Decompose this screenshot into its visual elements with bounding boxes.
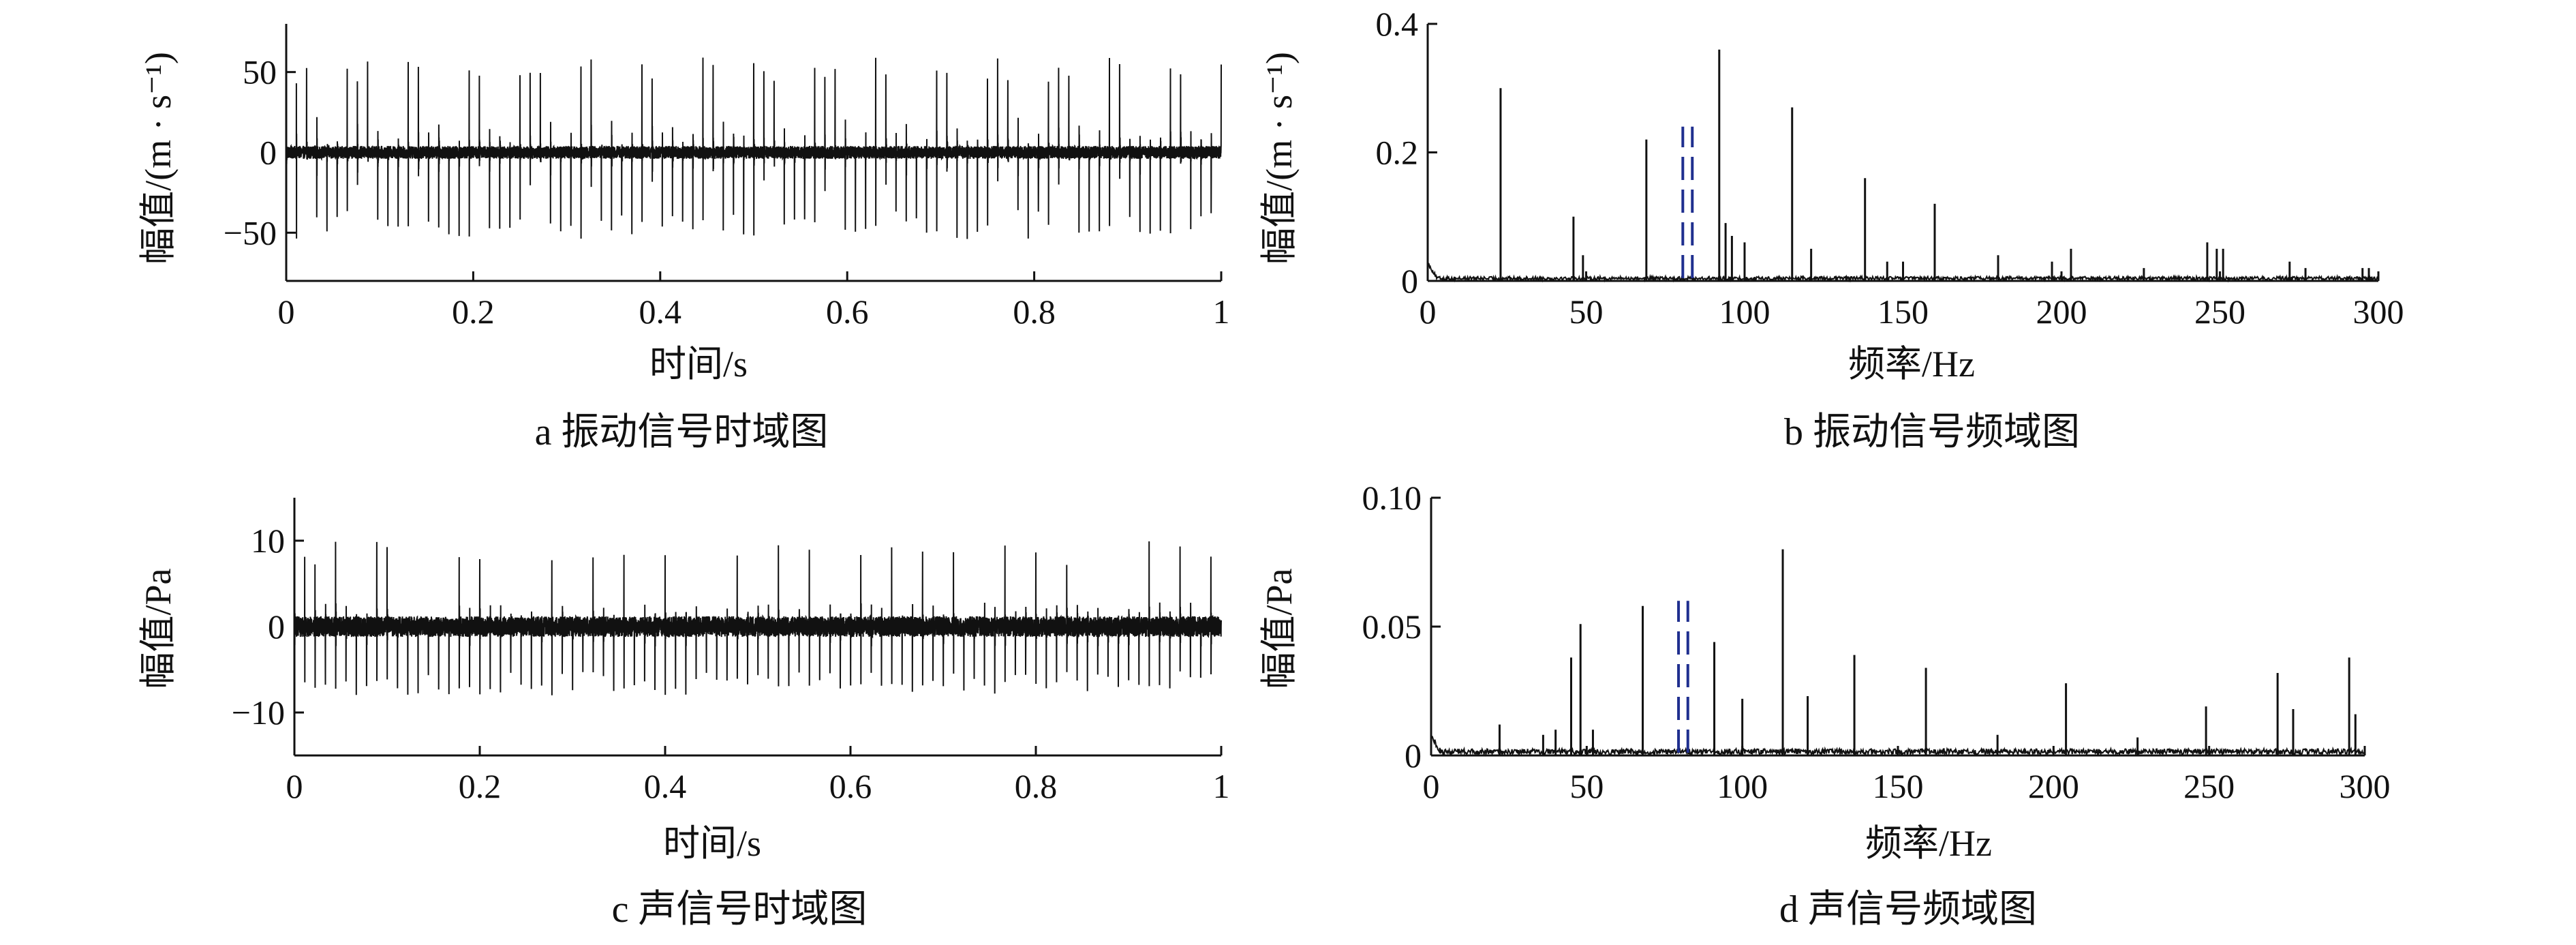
panel-a-ylabel: 幅值/(m · s⁻¹) — [138, 52, 179, 265]
panel-c-x-tick-label: 1 — [1213, 767, 1230, 805]
panel-d-y-tick-label: 0 — [1405, 736, 1422, 775]
panel-b-y-tick-label: 0.2 — [1376, 134, 1419, 172]
panel-c-xlabel: 时间/s — [663, 823, 761, 864]
panel-d-x-tick-label: 200 — [2028, 767, 2079, 805]
panel-a-y-tick-label: −50 — [224, 213, 277, 252]
panel-c-y-tick-label: 10 — [251, 522, 285, 560]
panel-d-x-tick-label: 50 — [1569, 767, 1604, 805]
panel-c-caption: c 声信号时域图 — [612, 888, 868, 931]
panel-d-xlabel: 频率/Hz — [1865, 823, 1992, 864]
panel-d-x-tick-label: 150 — [1873, 767, 1924, 805]
panel-a-caption: a 振动信号时域图 — [535, 411, 829, 453]
panel-d-y-tick-label: 0.05 — [1362, 608, 1422, 646]
panel-c-x-tick-label: 0.4 — [644, 767, 687, 805]
panel-a-vibration-time: 幅值/(m · s⁻¹) 时间/s a 振动信号时域图 0 0.2 0.4 0.6 0.… — [138, 24, 1230, 453]
panel-c-x-tick-label: 0.2 — [459, 767, 502, 805]
panel-d-x-tick-label: 250 — [2183, 767, 2235, 805]
panel-d-y-tick-label: 0.10 — [1362, 479, 1422, 517]
panel-c-x-tick-label: 0 — [286, 767, 303, 805]
panel-a-x-tick-label: 1 — [1213, 292, 1230, 331]
panel-d-x-tick-label: 0 — [1423, 767, 1440, 805]
panel-a-x-tick-label: 0.4 — [639, 292, 682, 331]
panel-a-x-tick-label: 0 — [278, 292, 295, 331]
panel-d-sound-frequency: 幅值/Pa 频率/Hz d 声信号频域图 0 50 100 150 200 250 300 0… — [1259, 479, 2391, 931]
panel-b-x-tick-label: 300 — [2353, 292, 2404, 331]
panel-a-x-tick-label: 0.6 — [826, 292, 869, 331]
panel-a-x-tick-label: 0.8 — [1013, 292, 1056, 331]
panel-a-x-tick-label: 0.2 — [452, 292, 495, 331]
panel-b-x-tick-label: 150 — [1877, 292, 1929, 331]
panel-b-xlabel: 频率/Hz — [1848, 344, 1975, 385]
panel-c-x-tick-label: 0.6 — [829, 767, 872, 805]
panel-b-ylabel: 幅值/(m · s⁻¹) — [1259, 52, 1300, 265]
panel-b-caption: b 振动信号频域图 — [1784, 411, 2080, 453]
panel-a-y-tick-label: 0 — [260, 134, 277, 172]
panel-d-ylabel: 幅值/Pa — [1259, 568, 1300, 689]
panel-b-x-tick-label: 200 — [2036, 292, 2087, 331]
panel-b-y-tick-label: 0.4 — [1376, 5, 1419, 43]
panel-c-ylabel: 幅值/Pa — [138, 568, 179, 689]
panel-d-caption: d 声信号频域图 — [1779, 888, 2037, 931]
panel-b-y-tick-label: 0 — [1401, 262, 1418, 300]
panel-a-xlabel: 时间/s — [649, 344, 748, 385]
panel-d-x-tick-label: 100 — [1717, 767, 1768, 805]
panel-d-spectrum-floor — [1430, 735, 2365, 757]
panel-c-y-tick-label: 0 — [268, 608, 285, 646]
panel-c-signal-line — [294, 541, 1222, 695]
panel-d-x-tick-label: 300 — [2340, 767, 2391, 805]
panel-c-x-tick-label: 0.8 — [1015, 767, 1058, 805]
panel-b-vibration-frequency: 幅值/(m · s⁻¹) 频率/Hz b 振动信号频域图 0 50 100 150 20… — [1259, 5, 2404, 453]
panel-c-y-tick-label: −10 — [232, 693, 285, 732]
panel-b-x-tick-label: 50 — [1569, 292, 1604, 331]
panel-b-x-tick-label: 250 — [2194, 292, 2245, 331]
panel-a-signal-line — [286, 57, 1222, 239]
panel-a-y-tick-label: 50 — [243, 53, 277, 91]
panel-b-x-tick-label: 100 — [1719, 292, 1770, 331]
panel-b-x-tick-label: 0 — [1420, 292, 1437, 331]
